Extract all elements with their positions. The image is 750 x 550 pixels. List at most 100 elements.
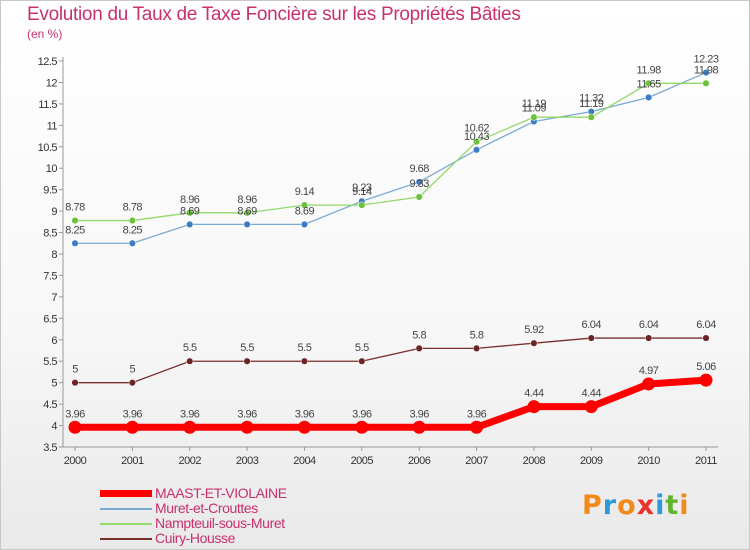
data-point <box>699 373 713 387</box>
data-point <box>645 79 653 87</box>
data-label: 8.25 <box>65 224 85 236</box>
data-label: 3.96 <box>467 408 487 420</box>
logo-letter: P <box>582 490 603 521</box>
y-tick-label: 3.5 <box>43 442 57 454</box>
logo-letter: t <box>665 490 680 521</box>
data-point <box>125 420 139 434</box>
y-tick-label: 5.5 <box>43 356 57 368</box>
logo-letter: i <box>679 490 690 521</box>
y-tick-label: 12.5 <box>38 56 58 68</box>
chart-title: Evolution du Taux de Taxe Foncière sur l… <box>27 4 521 25</box>
data-label: 5.5 <box>240 342 254 354</box>
data-label: 3.96 <box>409 408 429 420</box>
data-label: 11.19 <box>579 98 604 110</box>
data-label: 8.96 <box>180 194 200 206</box>
y-tick-label: 8 <box>51 249 57 261</box>
series-line-1 <box>75 71 707 244</box>
data-point <box>530 113 538 121</box>
data-label: 11.19 <box>522 98 547 110</box>
data-label: 8.78 <box>123 202 143 214</box>
y-tick-label: 11.5 <box>38 99 57 111</box>
data-point <box>186 357 194 365</box>
y-tick-label: 8.5 <box>43 228 57 240</box>
y-tick-label: 9.5 <box>43 185 57 197</box>
x-tick-label: 2000 <box>64 455 87 467</box>
data-label: 9.14 <box>352 186 372 198</box>
y-tick-label: 4 <box>51 421 57 433</box>
data-label: 9.23 <box>352 182 372 194</box>
data-point <box>702 334 710 342</box>
x-tick-label: 2002 <box>178 455 201 467</box>
data-point <box>71 379 79 387</box>
data-point <box>415 193 423 201</box>
data-label: 5.8 <box>470 329 484 341</box>
data-label: 10.43 <box>464 131 489 143</box>
chart-subtitle: (en %) <box>27 27 63 41</box>
data-label: 8.69 <box>295 205 315 217</box>
data-point <box>128 239 136 247</box>
data-label: 4.44 <box>524 388 544 400</box>
legend-swatch <box>100 538 152 540</box>
x-tick-label: 2010 <box>637 455 660 467</box>
data-label: 11.65 <box>637 78 662 90</box>
data-label: 5.5 <box>183 342 197 354</box>
data-point <box>530 339 538 347</box>
y-tick-label: 7.5 <box>43 270 57 282</box>
data-point <box>186 220 194 228</box>
data-point <box>702 79 710 87</box>
data-point <box>472 138 481 146</box>
x-tick-label: 2011 <box>695 455 717 467</box>
data-label: 12.23 <box>693 54 718 66</box>
data-label: 3.96 <box>237 408 257 420</box>
y-tick-label: 10 <box>46 163 58 175</box>
y-tick-label: 6 <box>51 335 57 347</box>
data-label: 9.33 <box>409 178 429 190</box>
data-label: 5 <box>130 364 136 376</box>
y-tick-label: 6.5 <box>43 313 57 325</box>
data-point <box>470 420 484 434</box>
data-point <box>68 420 82 434</box>
data-point <box>71 239 79 247</box>
data-point <box>584 400 598 414</box>
data-point <box>358 357 366 365</box>
data-label: 4.44 <box>582 388 602 400</box>
legend-label: MAAST-ET-VIOLAINE <box>155 485 287 501</box>
data-label: 4.97 <box>639 365 659 377</box>
data-point <box>300 201 309 209</box>
data-label: 8.69 <box>237 205 257 217</box>
data-point <box>128 216 136 225</box>
data-label: 9.68 <box>409 163 429 175</box>
data-label: 3.96 <box>352 408 372 420</box>
data-point <box>702 69 710 77</box>
data-point <box>415 344 423 352</box>
data-label: 5.8 <box>412 329 426 341</box>
y-tick-label: 4.5 <box>43 399 57 411</box>
data-point <box>412 420 426 434</box>
data-label: 11.98 <box>694 64 719 76</box>
x-tick-label: 2007 <box>465 455 488 467</box>
data-label: 5.5 <box>298 342 312 354</box>
data-label: 8.78 <box>65 202 85 214</box>
data-label: 11.98 <box>637 64 662 76</box>
x-tick-label: 2009 <box>580 455 603 467</box>
logo-letter: i <box>655 490 666 521</box>
data-point <box>71 216 79 225</box>
data-label: 6.04 <box>696 319 716 331</box>
x-tick-label: 2004 <box>293 455 316 467</box>
data-point <box>527 400 541 414</box>
data-point <box>472 146 481 154</box>
legend-swatch <box>100 523 152 525</box>
legend-swatch <box>100 490 152 497</box>
data-point <box>183 420 197 434</box>
legend-swatch <box>100 508 152 510</box>
data-label: 5.5 <box>355 342 369 354</box>
legend-label: Nampteuil-sous-Muret <box>155 515 285 531</box>
data-label: 11.32 <box>579 93 604 105</box>
data-point <box>243 220 251 228</box>
data-point <box>415 178 423 186</box>
x-tick-label: 2005 <box>351 455 374 467</box>
data-label: 5.92 <box>524 324 544 336</box>
data-label: 6.04 <box>582 319 602 331</box>
series-line-3 <box>75 337 706 384</box>
